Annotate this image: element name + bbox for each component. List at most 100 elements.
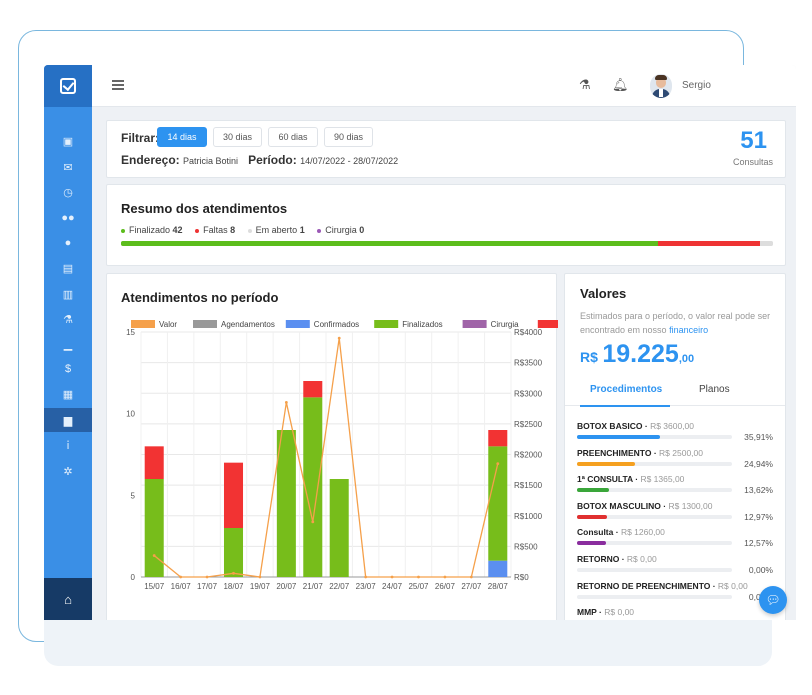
point-valor [311, 520, 315, 524]
x-tick-label: 27/07 [461, 582, 482, 591]
x-tick-label: 23/07 [356, 582, 377, 591]
progress-segment [760, 241, 773, 246]
clock-icon[interactable]: ◷ [63, 186, 73, 199]
point-valor [390, 575, 394, 579]
procedure-percent: 0,00% [749, 618, 773, 620]
point-valor [443, 575, 447, 579]
resumo-legend: Finalizado 42 Faltas 8 Em aberto 1 Cirur… [121, 225, 374, 235]
users-icon[interactable]: ●● [61, 212, 75, 224]
period-label: Período: [248, 153, 297, 167]
point-valor [205, 575, 209, 579]
procedure-progress-track [577, 594, 732, 599]
tab-procedimentos[interactable]: Procedimentos [590, 384, 663, 395]
procedure-name: MMP · R$ 0,00 [577, 607, 635, 618]
procedure-name: Consulta · R$ 1260,00 [577, 527, 665, 538]
valores-title: Valores [580, 286, 627, 301]
progress-segment [121, 241, 658, 246]
user-icon[interactable]: ● [64, 237, 72, 249]
x-tick-label: 15/07 [144, 582, 165, 591]
procedure-progress-track [577, 435, 732, 439]
legend-swatch [462, 320, 487, 328]
procedure-price: R$ 0,00 [717, 580, 748, 591]
procedure-row: MMP · R$ 0,00 0,00% [577, 607, 773, 620]
procedure-progress-fill [577, 435, 661, 439]
bar-finalizados [144, 479, 164, 577]
procedure-price: R$ 1365,00 [640, 474, 685, 485]
legend-swatch [537, 320, 558, 328]
mail-icon[interactable]: ✉ [63, 161, 73, 174]
resumo-item: Finalizado 42 [121, 225, 183, 235]
y-left-tick-label: 0 [131, 573, 136, 582]
chart-title: Atendimentos no período [121, 290, 279, 305]
procedure-percent: 24,94% [744, 458, 773, 469]
x-tick-label: 28/07 [488, 582, 509, 591]
y-right-tick-label: R$0 [514, 573, 529, 582]
x-tick-label: 24/07 [382, 582, 403, 591]
procedure-progress-track [577, 514, 732, 519]
procedure-price: R$ 1260,00 [620, 527, 665, 538]
dollar-icon[interactable]: $ [64, 363, 72, 375]
resumo-card: Resumo dos atendimentos Finalizado 42 Fa… [106, 184, 786, 266]
x-tick-label: 25/07 [408, 582, 429, 591]
procedure-progress-track [577, 461, 732, 466]
check-square-icon [60, 78, 76, 94]
flask-icon[interactable]: ⚗ [579, 77, 591, 92]
document-icon[interactable]: ▤ [62, 262, 74, 275]
progress-segment [657, 241, 761, 246]
bell-icon[interactable]: 🔔︎ [612, 77, 629, 92]
point-valor [152, 554, 156, 557]
tab-planos[interactable]: Planos [699, 384, 730, 395]
info-icon[interactable]: ⅰ [66, 439, 70, 452]
calendar-icon[interactable]: ▣ [62, 135, 74, 148]
legend-label: Agendamentos [221, 320, 275, 329]
filter-details: Endereço: Patricia Botini Período: 14/07… [121, 153, 398, 167]
flask-nav-icon[interactable]: ⚗ [63, 313, 73, 326]
x-tick-label: 22/07 [329, 582, 350, 591]
chat-icon[interactable]: 💬︎ [759, 586, 787, 614]
point-valor [496, 462, 500, 466]
y-right-tick-label: R$1000 [514, 512, 543, 521]
bar-finalizados [329, 479, 349, 577]
procedure-name: PREENCHIMENTO · R$ 2500,00 [577, 447, 703, 458]
archive-icon[interactable]: ▦ [62, 388, 74, 401]
procedure-progress-fill [577, 514, 608, 519]
bar-faltou [223, 462, 244, 528]
financeiro-link[interactable]: financeiro [669, 325, 709, 335]
filter-14-dias-button[interactable]: 14 dias [157, 127, 207, 147]
gear-icon[interactable]: ✲ [63, 465, 73, 478]
app-window: ▣ ✉ ◷ ●● ● ▤ ▥ ⚗ ▁ $ ▦ ▆ ⅰ ✲ ⌂ ⚗ 🔔︎ Serg… [44, 65, 796, 620]
resumo-title: Resumo dos atendimentos [121, 201, 288, 216]
username[interactable]: Sergio [682, 80, 711, 91]
bar-chart-icon[interactable]: ▆ [44, 408, 92, 432]
y-left-tick-label: 5 [131, 491, 136, 500]
clipboard-icon[interactable]: ▥ [62, 288, 74, 301]
filter-card: Filtrar: 14 dias 30 dias 60 dias 90 dias… [106, 120, 786, 178]
topbar: ⚗ 🔔︎ Sergio [92, 65, 796, 107]
procedure-percent: 35,91% [744, 432, 773, 442]
filter-30-dias-button[interactable]: 30 dias [213, 127, 262, 147]
logo[interactable] [44, 65, 92, 107]
x-tick-label: 26/07 [435, 582, 456, 591]
legend-swatch [193, 320, 217, 328]
filter-90-dias-button[interactable]: 90 dias [324, 127, 373, 147]
filter-60-dias-button[interactable]: 60 dias [268, 127, 318, 147]
active-tab-indicator [580, 405, 670, 407]
home-icon[interactable]: ⌂ [44, 578, 92, 620]
procedure-price: R$ 1300,00 [668, 500, 713, 511]
valores-note: Estimados para o período, o valor real p… [580, 311, 771, 335]
procedure-name: 1ª CONSULTA · R$ 1365,00 [577, 474, 685, 485]
avatar[interactable] [650, 74, 672, 98]
y-right-tick-label: R$2000 [514, 451, 543, 460]
legend-swatch [374, 320, 399, 328]
procedure-name: BOTOX MASCULINO · R$ 1300,00 [577, 500, 713, 511]
legend-label: Valor [159, 320, 177, 329]
hamburger-icon[interactable] [112, 80, 124, 90]
y-left-tick-label: 15 [126, 328, 135, 337]
address-label: Endereço: [121, 153, 180, 167]
procedure-price: R$ 2500,00 [659, 447, 703, 458]
scale-icon[interactable]: ▁ [63, 338, 73, 351]
resumo-item: Faltas 8 [195, 225, 235, 235]
address-value[interactable]: Patricia Botini [183, 156, 239, 166]
procedure-name: BOTOX BASICO · R$ 3600,00 [577, 421, 695, 431]
point-valor [417, 575, 420, 579]
